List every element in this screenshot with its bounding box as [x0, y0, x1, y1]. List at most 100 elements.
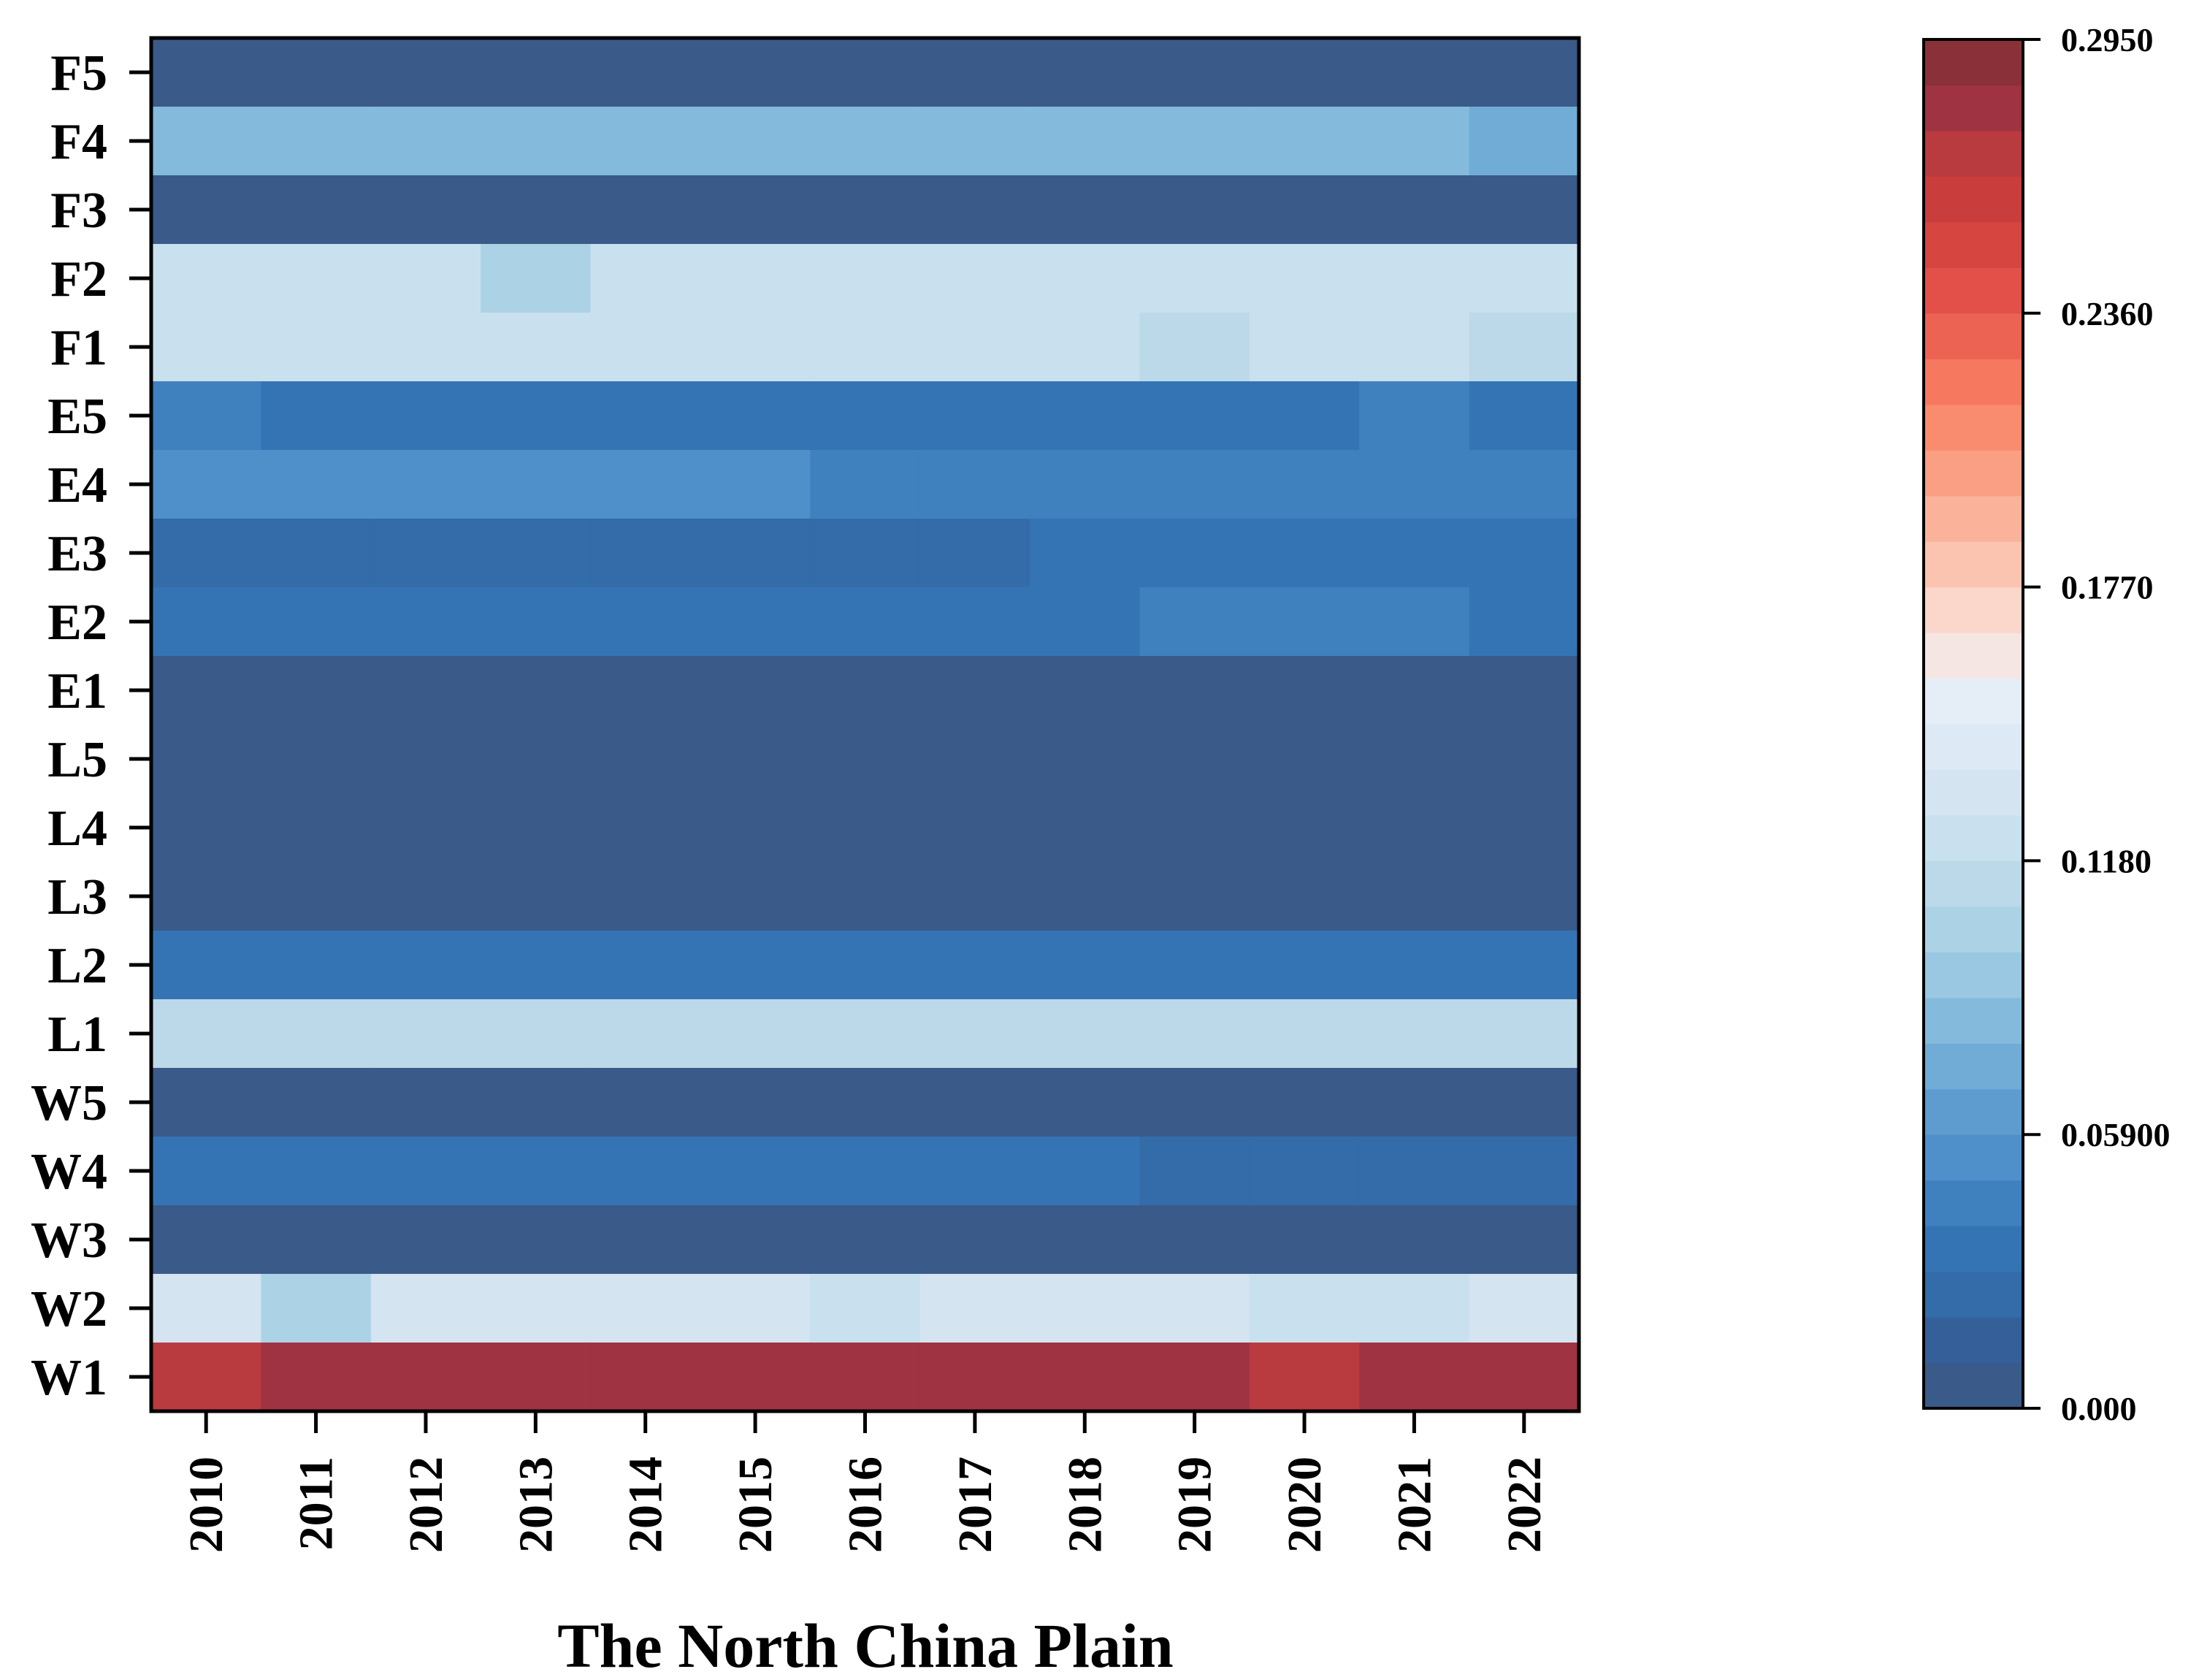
heatmap-cell [1469, 38, 1580, 107]
heatmap-cell [700, 450, 811, 519]
heatmap-cell [1030, 244, 1141, 313]
y-tick-label: E3 [47, 526, 107, 582]
heatmap-cell [919, 1205, 1030, 1275]
heatmap-cell [151, 1343, 261, 1412]
heatmap-cell [919, 587, 1030, 657]
heatmap-cell [1359, 450, 1470, 519]
x-tick-label: 2014 [619, 1456, 673, 1553]
x-tick-label: 2015 [729, 1456, 782, 1553]
heatmap-cell [1030, 587, 1141, 657]
heatmap-cell [481, 313, 592, 382]
y-tick-label: W2 [31, 1281, 107, 1337]
heatmap-cell [1359, 1274, 1470, 1343]
colorbar-segment [1924, 1226, 2023, 1272]
heatmap-cell [810, 175, 921, 245]
heatmap-cell [590, 793, 701, 863]
y-tick-label: L2 [47, 938, 107, 994]
heatmap-cell [1249, 725, 1360, 794]
heatmap-cell [590, 381, 701, 451]
heatmap-cell [1469, 725, 1580, 794]
heatmap-cell [1139, 381, 1250, 451]
y-tick-label: F4 [50, 114, 107, 170]
heatmap-cell [919, 725, 1030, 794]
heatmap-cell [370, 1068, 481, 1137]
heatmap-cell [1030, 931, 1141, 1000]
heatmap-cell [481, 1205, 592, 1275]
heatmap-cell [1469, 313, 1580, 382]
colorbar-segment [1924, 39, 2023, 86]
heatmap-cell [1469, 999, 1580, 1069]
heatmap-cell [370, 725, 481, 794]
colorbar-segment [1924, 267, 2023, 314]
heatmap-cell [370, 999, 481, 1069]
heatmap-cell [151, 587, 261, 657]
heatmap-cell [1359, 793, 1470, 863]
colorbar-segment [1924, 130, 2023, 177]
heatmap-cell [590, 725, 701, 794]
heatmap-cell [1469, 244, 1580, 313]
heatmap-cell [370, 381, 481, 451]
heatmap-cell [151, 519, 261, 588]
heatmap-cell [919, 107, 1030, 176]
heatmap-cell [590, 519, 701, 588]
heatmap-cell [1469, 793, 1580, 863]
heatmap-cell [1359, 38, 1470, 107]
colorbar-segment [1924, 1317, 2023, 1364]
heatmap-cell [700, 931, 811, 1000]
heatmap-cell [1249, 656, 1360, 725]
heatmap-cell [1030, 381, 1141, 451]
heatmap-cell [590, 656, 701, 725]
heatmap-cell [151, 244, 261, 313]
heatmap-cell [370, 450, 481, 519]
y-axis: F5 F4 F3 F2 F1 E5 E4 E3 E2 E1 L5 L4 L3 L2 L1 W5 W4 W3 W2 W1 [31, 45, 151, 1406]
heatmap-cell [1030, 175, 1141, 245]
heatmap-cell [1359, 656, 1470, 725]
heatmap-cell [1359, 381, 1470, 451]
heatmap-cell [370, 107, 481, 176]
heatmap-cell [810, 38, 921, 107]
heatmap-cell [700, 38, 811, 107]
colorbar-tick-label: 0.000 [2061, 1390, 2137, 1427]
heatmap-cell [919, 793, 1030, 863]
heatmap-cell [261, 587, 372, 657]
heatmap-cell [810, 656, 921, 725]
colorbar-segment [1924, 176, 2023, 223]
heatmap-cell [370, 38, 481, 107]
heatmap-cell [261, 381, 372, 451]
heatmap-cell [1249, 175, 1360, 245]
heatmap-cell [1030, 313, 1141, 382]
colorbar-segment [1924, 952, 2023, 999]
heatmap-cell [1249, 244, 1360, 313]
heatmap-cell [1249, 1274, 1360, 1343]
heatmap-cell [1030, 1137, 1141, 1206]
colorbar-segment [1924, 85, 2023, 131]
heatmap-cell [1249, 1343, 1360, 1412]
heatmap-cell [151, 1205, 261, 1275]
colorbar-segment [1924, 860, 2023, 907]
colorbar-segment [1924, 678, 2023, 725]
heatmap-cell [151, 1068, 261, 1137]
heatmap-cell [919, 38, 1030, 107]
heatmap-cell [1030, 107, 1141, 176]
heatmap-cell [481, 519, 592, 588]
heatmap-cell [1249, 1137, 1360, 1206]
heatmap-cell [1249, 38, 1360, 107]
heatmap-cell [370, 1137, 481, 1206]
heatmap-cell [1249, 313, 1360, 382]
heatmap-cell [261, 862, 372, 931]
heatmap-cell [700, 1068, 811, 1137]
x-tick-label: 2018 [1058, 1456, 1112, 1553]
heatmap-cell [481, 1274, 592, 1343]
heatmap-cell [700, 999, 811, 1069]
heatmap-cell [590, 1137, 701, 1206]
y-tick-label: E1 [47, 663, 107, 719]
heatmap-cell [261, 1068, 372, 1137]
heatmap-cell [151, 313, 261, 382]
heatmap-cell [919, 381, 1030, 451]
heatmap-cell [590, 175, 701, 245]
y-tick-label: F3 [50, 183, 107, 239]
heatmap-cell [919, 450, 1030, 519]
heatmap-cell [151, 1137, 261, 1206]
heatmap-cell [810, 999, 921, 1069]
heatmap-cell [700, 793, 811, 863]
